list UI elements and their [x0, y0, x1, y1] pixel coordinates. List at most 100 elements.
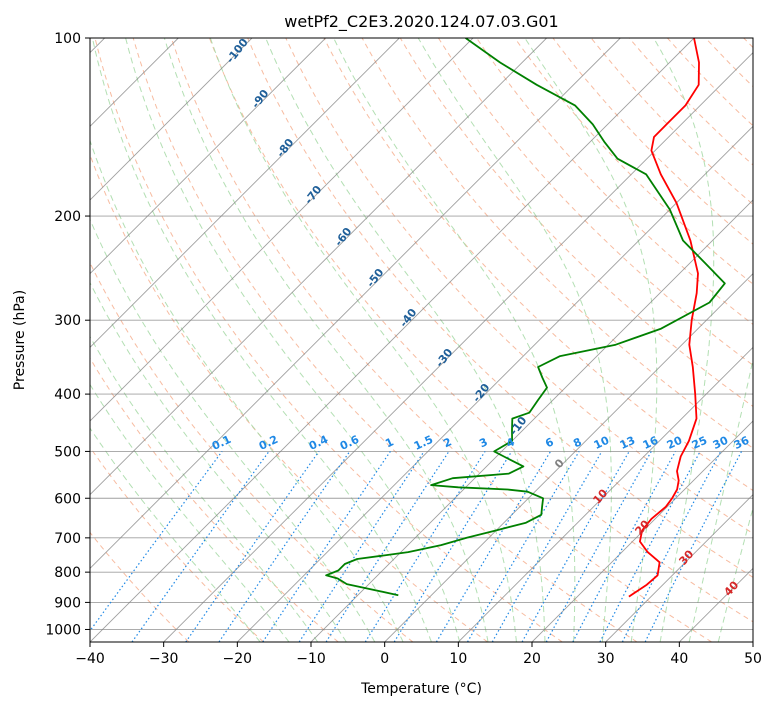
moist-adiabat-line: [90, 218, 376, 642]
x-axis: −40 −30 −20 −10 0 10 20 30 40 50: [75, 642, 762, 667]
dry-adiabat-label: -30: [433, 346, 456, 370]
dry-adiabat-line: [437, 38, 753, 366]
x-tick-label: 30: [597, 651, 615, 667]
mixing-ratio-line: [364, 451, 486, 642]
mixing-ratio-line: [131, 451, 270, 642]
chart-title: wetPf2_C2E3.2020.124.07.03.G01: [284, 12, 558, 32]
y-tick-label: 600: [54, 491, 81, 507]
mixing-ratio-label: 3: [477, 435, 489, 450]
isotherm-line: [90, 38, 621, 569]
isotherm-line: [237, 125, 753, 642]
dry-adiabat-line: [209, 38, 753, 623]
y-tick-label: 1000: [45, 622, 81, 638]
mixing-ratio-line: [621, 451, 722, 642]
dry-adiabat-line: [90, 153, 488, 642]
mixing-ratio-line: [572, 451, 677, 642]
dry-adiabat-line: [399, 38, 753, 408]
moist-adiabat-line: [333, 38, 576, 642]
x-tick-label: 10: [449, 651, 467, 667]
dewpoint-profile: [325, 38, 726, 597]
moist-adiabat-line: [90, 139, 404, 642]
isotherm-line: [90, 38, 400, 348]
moist-adiabat-line: [524, 38, 658, 642]
y-tick-label: 200: [54, 209, 81, 225]
mixing-ratio-line: [393, 451, 513, 642]
moist-adiabat-line: [163, 38, 489, 642]
x-tick-label: 20: [523, 651, 541, 667]
moist-adiabat-label: 0: [552, 456, 567, 471]
y-axis: 100 200 300 400 500 600 700 800 900 1000: [45, 31, 90, 638]
mixing-ratio-line: [218, 451, 351, 642]
y-tick-label: 400: [54, 387, 81, 403]
dry-adiabat-label: -10: [507, 414, 530, 438]
dry-adiabat-label: -50: [364, 266, 387, 290]
isotherms: [90, 38, 753, 642]
mixing-ratio-label: 0.1: [210, 433, 233, 453]
dry-adiabat-label: -40: [397, 306, 420, 330]
y-tick-label: 700: [54, 531, 81, 547]
plot-frame: [89, 37, 754, 643]
x-tick-label: −30: [149, 651, 179, 667]
moist-adiabats: [90, 38, 753, 642]
moist-adiabat-line: [90, 383, 290, 642]
mixing-ratio-line: [644, 451, 743, 642]
x-tick-label: −10: [296, 651, 326, 667]
mixing-ratio-line: [90, 451, 223, 632]
mixing-ratio-label: 13: [618, 434, 637, 452]
isotherm-line: [90, 38, 253, 201]
mixing-ratio-label: 1.5: [412, 433, 435, 453]
moist-adiabat-line: [125, 38, 461, 642]
mixing-ratio-label: 20: [665, 434, 685, 452]
mixing-ratio-label: 10: [592, 434, 612, 452]
moist-adiabat-line: [209, 38, 517, 642]
moist-adiabat-line: [265, 38, 546, 642]
isotherm-line: [310, 199, 753, 642]
dry-adiabat-line: [170, 38, 712, 642]
x-tick-label: −20: [223, 651, 253, 667]
sounding-profiles: [325, 38, 726, 598]
dry-adiabat-label: -80: [274, 136, 297, 160]
isotherm-line: [605, 494, 753, 642]
mixing-ratio-line: [262, 451, 391, 642]
x-tick-label: 40: [670, 651, 688, 667]
isotherm-line: [752, 641, 753, 642]
moist-adiabat-line: [90, 335, 319, 642]
dry-adiabat-label: -60: [332, 225, 355, 249]
isobars: [90, 38, 753, 630]
x-tick-label: −40: [75, 651, 105, 667]
x-tick-label: 0: [380, 651, 389, 667]
isotherm-line: [458, 346, 753, 642]
mixing-ratio-label: 6: [543, 435, 556, 450]
mixing-ratio-label: 0.6: [338, 433, 361, 453]
isotherm-line: [90, 38, 547, 496]
x-tick-label: 50: [744, 651, 762, 667]
moist-adiabat-label: 40: [721, 578, 741, 598]
isotherm-line: [90, 38, 474, 422]
y-tick-label: 800: [54, 565, 81, 581]
mixing-ratio-label: 30: [711, 434, 731, 452]
moist-adiabat-line: [417, 38, 612, 642]
isotherm-line: [90, 38, 326, 275]
dry-adiabat-line: [90, 357, 339, 642]
y-axis-label: Pressure (hPa): [12, 290, 28, 390]
dry-adiabat-line: [285, 38, 753, 535]
dry-adiabat-line: [90, 446, 264, 642]
y-tick-label: 500: [54, 444, 81, 460]
dry-adiabat-label: -70: [302, 183, 325, 207]
isotherm-line: [679, 567, 753, 642]
isotherm-line: [531, 420, 753, 642]
mixing-ratio-label: 8: [571, 435, 583, 450]
mixing-ratio-label: 16: [641, 434, 661, 452]
isotherm-line: [163, 52, 753, 642]
dry-adiabat-line: [247, 38, 753, 578]
mixing-ratio-line: [185, 451, 320, 642]
mixing-ratio-line: [599, 451, 701, 642]
dry-adiabat-line: [743, 38, 753, 49]
dry-adiabat-line: [132, 38, 638, 642]
mixing-ratio-lines: [90, 451, 743, 642]
moist-adiabat-line: [90, 281, 347, 642]
dry-adiabat-label: -20: [470, 381, 493, 405]
moist-adiabat-line: [653, 38, 715, 642]
isotherm-line: [90, 38, 695, 642]
